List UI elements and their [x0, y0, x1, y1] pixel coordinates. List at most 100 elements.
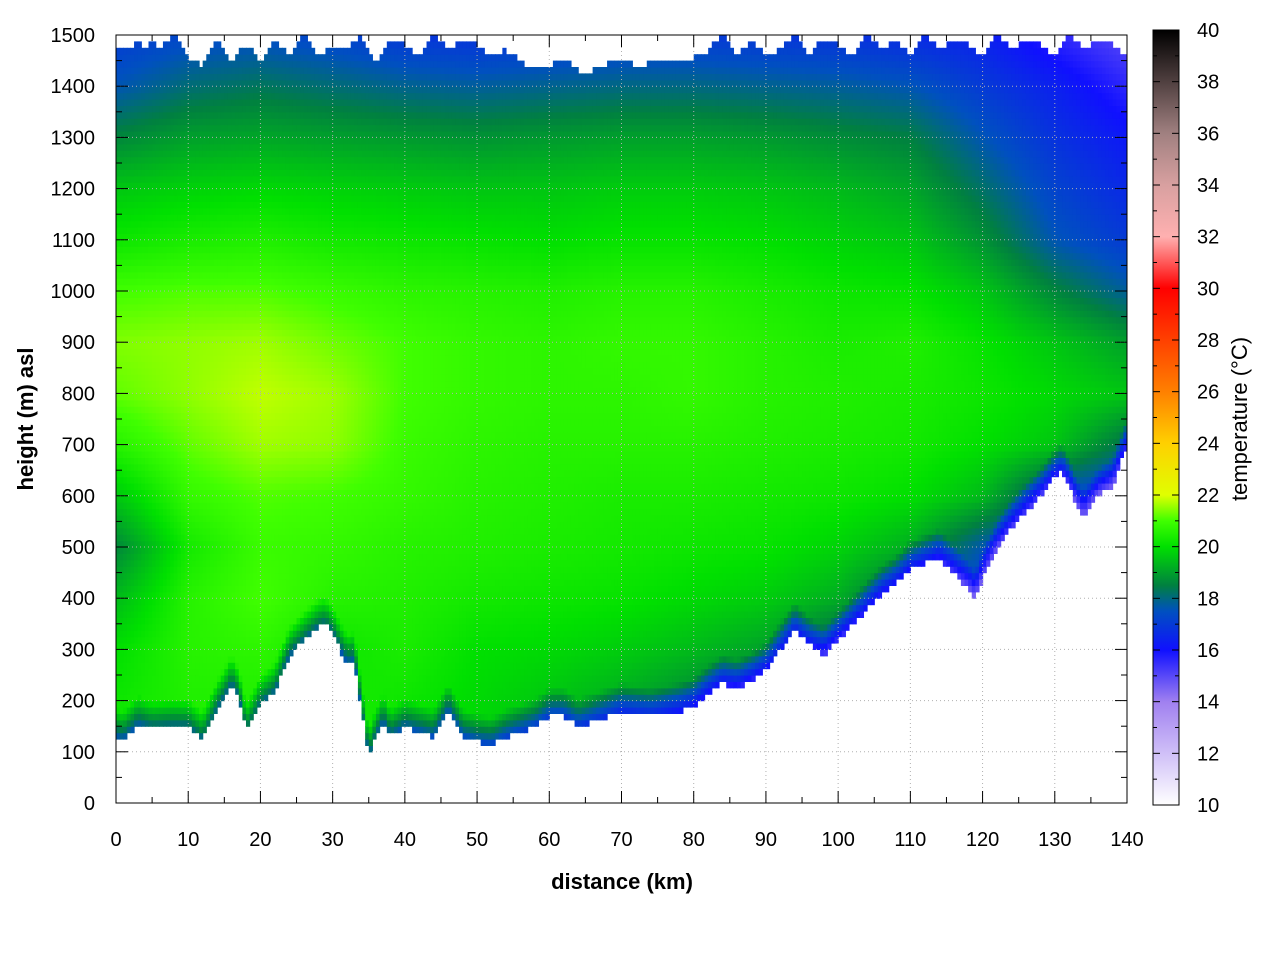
heatmap-cell [228, 176, 232, 183]
heatmap-cell [224, 669, 228, 676]
heatmap-cell [210, 624, 214, 631]
heatmap-cell [163, 701, 167, 708]
heatmap-cell [159, 259, 163, 266]
heatmap-cell [203, 509, 207, 516]
heatmap-cell [271, 150, 275, 157]
heatmap-cell [268, 272, 272, 279]
heatmap-cell [213, 669, 217, 676]
heatmap-cell [250, 48, 254, 55]
heatmap-cell [264, 259, 268, 266]
heatmap-cell [145, 304, 149, 311]
heatmap-cell [141, 496, 145, 503]
heatmap-cell [167, 605, 171, 612]
heatmap-cell [268, 189, 272, 196]
heatmap-cell [152, 605, 156, 612]
heatmap-cell [257, 221, 261, 228]
heatmap-cell [275, 214, 279, 221]
heatmap-cell [156, 54, 160, 61]
heatmap-cell [203, 227, 207, 234]
heatmap-cell [260, 297, 264, 304]
heatmap-cell [152, 393, 156, 400]
heatmap-cell [195, 726, 199, 733]
heatmap-cell [210, 438, 214, 445]
heatmap-cell [141, 630, 145, 637]
heatmap-cell [271, 342, 275, 349]
heatmap-cell [170, 713, 174, 720]
heatmap-cell [177, 169, 181, 176]
heatmap-cell [145, 189, 149, 196]
heatmap-cell [188, 669, 192, 676]
heatmap-cell [141, 144, 145, 151]
heatmap-cell [159, 521, 163, 528]
heatmap-cell [149, 73, 153, 80]
heatmap-cell [275, 605, 279, 612]
heatmap-cell [206, 368, 210, 375]
heatmap-cell [138, 381, 142, 388]
heatmap-cell [239, 470, 243, 477]
heatmap-cell [242, 304, 246, 311]
heatmap-cell [149, 406, 153, 413]
heatmap-cell [127, 221, 131, 228]
heatmap-cell [130, 125, 134, 132]
heatmap-cell [217, 41, 221, 48]
heatmap-cell [235, 163, 239, 170]
heatmap-cell [156, 637, 160, 644]
heatmap-cell [242, 393, 246, 400]
heatmap-cell [145, 67, 149, 74]
heatmap-cell [188, 137, 192, 144]
heatmap-cell [246, 688, 250, 695]
heatmap-cell [188, 605, 192, 612]
heatmap-cell [116, 470, 120, 477]
heatmap-cell [271, 560, 275, 567]
heatmap-cell [177, 624, 181, 631]
heatmap-cell [130, 201, 134, 208]
heatmap-cell [239, 701, 243, 708]
heatmap-cell [123, 637, 127, 644]
heatmap-cell [188, 662, 192, 669]
heatmap-cell [174, 605, 178, 612]
heatmap-cell [235, 656, 239, 663]
heatmap-cell [177, 227, 181, 234]
heatmap-cell [177, 381, 181, 388]
heatmap-cell [141, 393, 145, 400]
heatmap-cell [188, 701, 192, 708]
heatmap-cell [206, 701, 210, 708]
heatmap-cell [278, 649, 282, 656]
heatmap-cell [217, 649, 221, 656]
heatmap-cell [260, 553, 264, 560]
heatmap-cell [228, 483, 232, 490]
heatmap-cell [235, 189, 239, 196]
heatmap-cell [260, 515, 264, 522]
heatmap-cell [145, 553, 149, 560]
heatmap-cell [167, 720, 171, 727]
heatmap-cell [210, 233, 214, 240]
heatmap-cell [134, 112, 138, 119]
heatmap-cell [156, 509, 160, 516]
heatmap-cell [206, 381, 210, 388]
heatmap-cell [192, 701, 196, 708]
heatmap-cell [224, 605, 228, 612]
heatmap-cell [239, 483, 243, 490]
heatmap-cell [246, 675, 250, 682]
heatmap-cell [181, 393, 185, 400]
heatmap-cell [163, 310, 167, 317]
heatmap-cell [163, 240, 167, 247]
heatmap-cell [282, 317, 286, 324]
heatmap-cell [123, 304, 127, 311]
heatmap-cell [163, 630, 167, 637]
heatmap-cell [167, 707, 171, 714]
heatmap-cell [275, 451, 279, 458]
heatmap-cell [127, 457, 131, 464]
heatmap-cell [213, 649, 217, 656]
heatmap-cell [163, 553, 167, 560]
heatmap-cell [134, 464, 138, 471]
heatmap-cell [145, 624, 149, 631]
heatmap-cell [221, 496, 225, 503]
heatmap-cell [217, 54, 221, 61]
heatmap-cell [275, 566, 279, 573]
heatmap-cell [242, 681, 246, 688]
heatmap-cell [195, 656, 199, 663]
heatmap-cell [210, 630, 214, 637]
heatmap-cell [260, 477, 264, 484]
heatmap-cell [260, 573, 264, 580]
